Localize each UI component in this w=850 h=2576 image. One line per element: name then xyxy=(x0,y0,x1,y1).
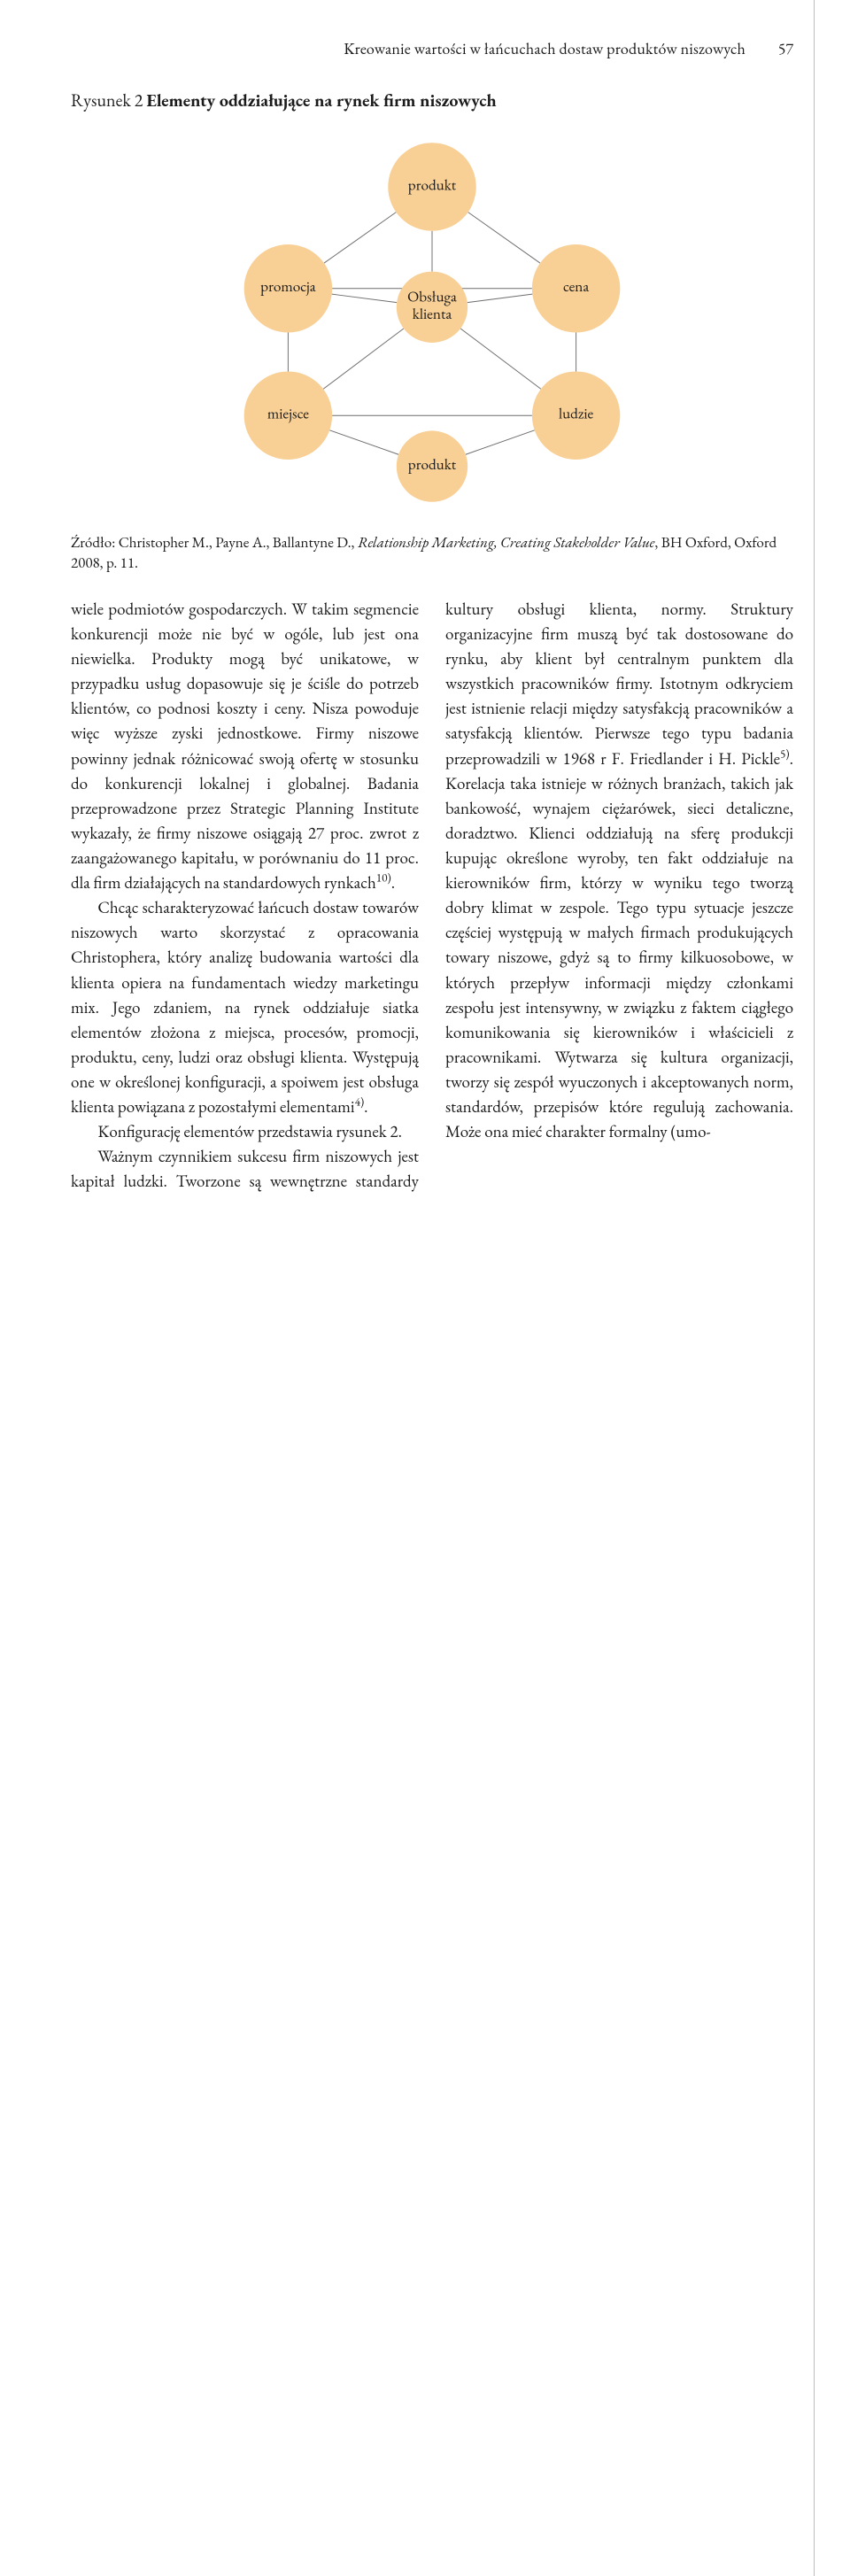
svg-text:produkt: produkt xyxy=(408,175,457,195)
body-columns: wiele podmiotów gospodarczych. W takim s… xyxy=(71,597,793,1195)
body-p2-sup: 4) xyxy=(355,1095,365,1110)
figure-caption-title: Elementy oddziałujące na rynek firm nisz… xyxy=(146,89,496,112)
svg-text:miejsce: miejsce xyxy=(267,405,309,424)
body-p4b-text: . Korelacja taka istnieje w różnych bran… xyxy=(445,747,793,1143)
network-svg: produktpromocjacenaObsługaklientamiejsce… xyxy=(149,128,715,517)
svg-text:cena: cena xyxy=(563,277,589,297)
page-number: 57 xyxy=(778,39,793,59)
svg-text:produkt: produkt xyxy=(408,455,457,475)
svg-text:ludzie: ludzie xyxy=(559,405,594,424)
source-prefix: Źródło: Christopher M., Payne A., Ballan… xyxy=(71,533,358,553)
body-p1-text: wiele podmiotów gospodarczych. W takim s… xyxy=(71,598,419,893)
figure-source: Źródło: Christopher M., Payne A., Ballan… xyxy=(71,533,793,574)
body-p4-sup: 5) xyxy=(780,746,790,761)
margin-rule xyxy=(814,0,815,2576)
figure-caption: Rysunek 2 Elementy oddziałujące na rynek… xyxy=(71,89,793,112)
running-head: Kreowanie wartości w łańcuchach dostaw p… xyxy=(71,39,793,64)
running-title: Kreowanie wartości w łańcuchach dostaw p… xyxy=(344,39,746,59)
svg-text:promocja: promocja xyxy=(260,277,316,297)
page: Kreowanie wartości w łańcuchach dostaw p… xyxy=(0,0,850,1248)
body-p3-text: Konfigurację elementów przedstawia rysun… xyxy=(97,1120,402,1142)
diagram-nodes: produktpromocjacenaObsługaklientamiejsce… xyxy=(244,143,621,502)
body-p2-tail: . xyxy=(364,1095,367,1118)
body-p2-text: Chcąc scharakteryzować łańcuch dostaw to… xyxy=(71,896,419,1118)
body-p1-sup: 10) xyxy=(376,870,391,886)
figure-diagram: produktpromocjacenaObsługaklientamiejsce… xyxy=(71,128,793,517)
source-title: Relationship Marketing, Creating Stakeho… xyxy=(358,533,655,553)
svg-text:klienta: klienta xyxy=(413,305,452,324)
figure-caption-prefix: Rysunek 2 xyxy=(71,89,146,112)
body-p1-tail: . xyxy=(391,871,395,893)
body-p1: wiele podmiotów gospodarczych. W takim s… xyxy=(71,597,419,895)
body-p3: Konfigurację elementów przedstawia rysun… xyxy=(71,1119,419,1144)
body-p2: Chcąc scharakteryzować łańcuch dostaw to… xyxy=(71,895,419,1119)
